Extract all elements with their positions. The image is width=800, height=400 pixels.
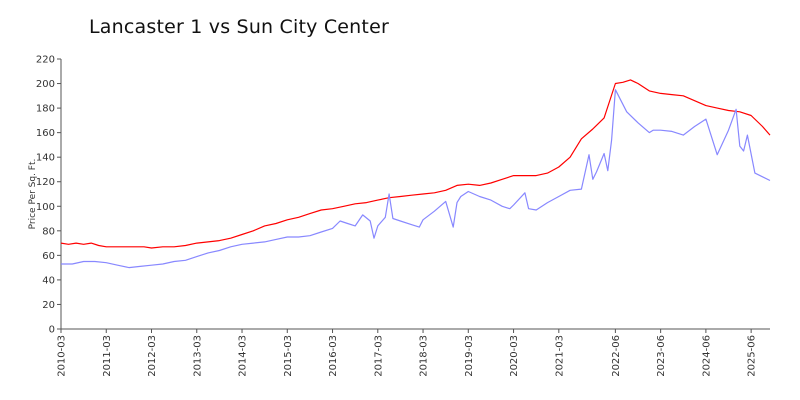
y-tick-label: 220 [36,55,55,66]
x-tick-label: 2014-03 [238,335,249,377]
y-ticks: 0 20 40 60 80 100 120 140 160 180 200 220 [36,55,61,336]
x-tick-label: 2023-06 [656,335,667,377]
x-tick-label: 2010-03 [57,335,68,377]
axes [60,59,770,330]
chart-title: Lancaster 1 vs Sun City Center [89,16,389,38]
x-tick-label: 2012-03 [147,335,158,377]
y-tick-label: 40 [42,275,55,286]
x-tick-label: 2022-06 [611,335,622,377]
x-tick-label: 2025-06 [747,335,758,377]
y-tick-label: 80 [42,226,55,237]
x-tick-label: 2017-03 [373,335,384,377]
y-tick-label: 20 [42,300,55,311]
x-tick-label: 2016-03 [328,335,339,377]
series-line-2 [61,89,771,269]
x-ticks: 2010-03 2011-03 2012-03 2013-03 2014-03 2015-… [57,329,758,377]
y-tick-label: 160 [36,128,55,139]
series-layer [60,79,771,269]
y-tick-label: 0 [49,325,55,336]
y-tick-label: 200 [36,79,55,90]
series-line-1 [60,79,771,249]
x-tick-label: 2018-03 [419,335,430,377]
x-tick-label: 2011-03 [102,335,113,377]
y-tick-label: 60 [42,251,55,262]
x-tick-label: 2013-03 [192,335,203,377]
x-tick-label: 2024-06 [701,335,712,377]
y-tick-label: 140 [36,153,55,164]
y-axis-label: Price Per Sq. Ft. [28,159,38,230]
x-tick-label: 2015-03 [283,335,294,377]
y-tick-label: 180 [36,104,55,115]
y-tick-label: 120 [36,177,55,188]
x-tick-label: 2020-03 [509,335,520,377]
x-tick-label: 2021-03 [554,335,565,377]
y-tick-label: 100 [36,202,55,213]
x-tick-label: 2019-03 [464,335,475,377]
